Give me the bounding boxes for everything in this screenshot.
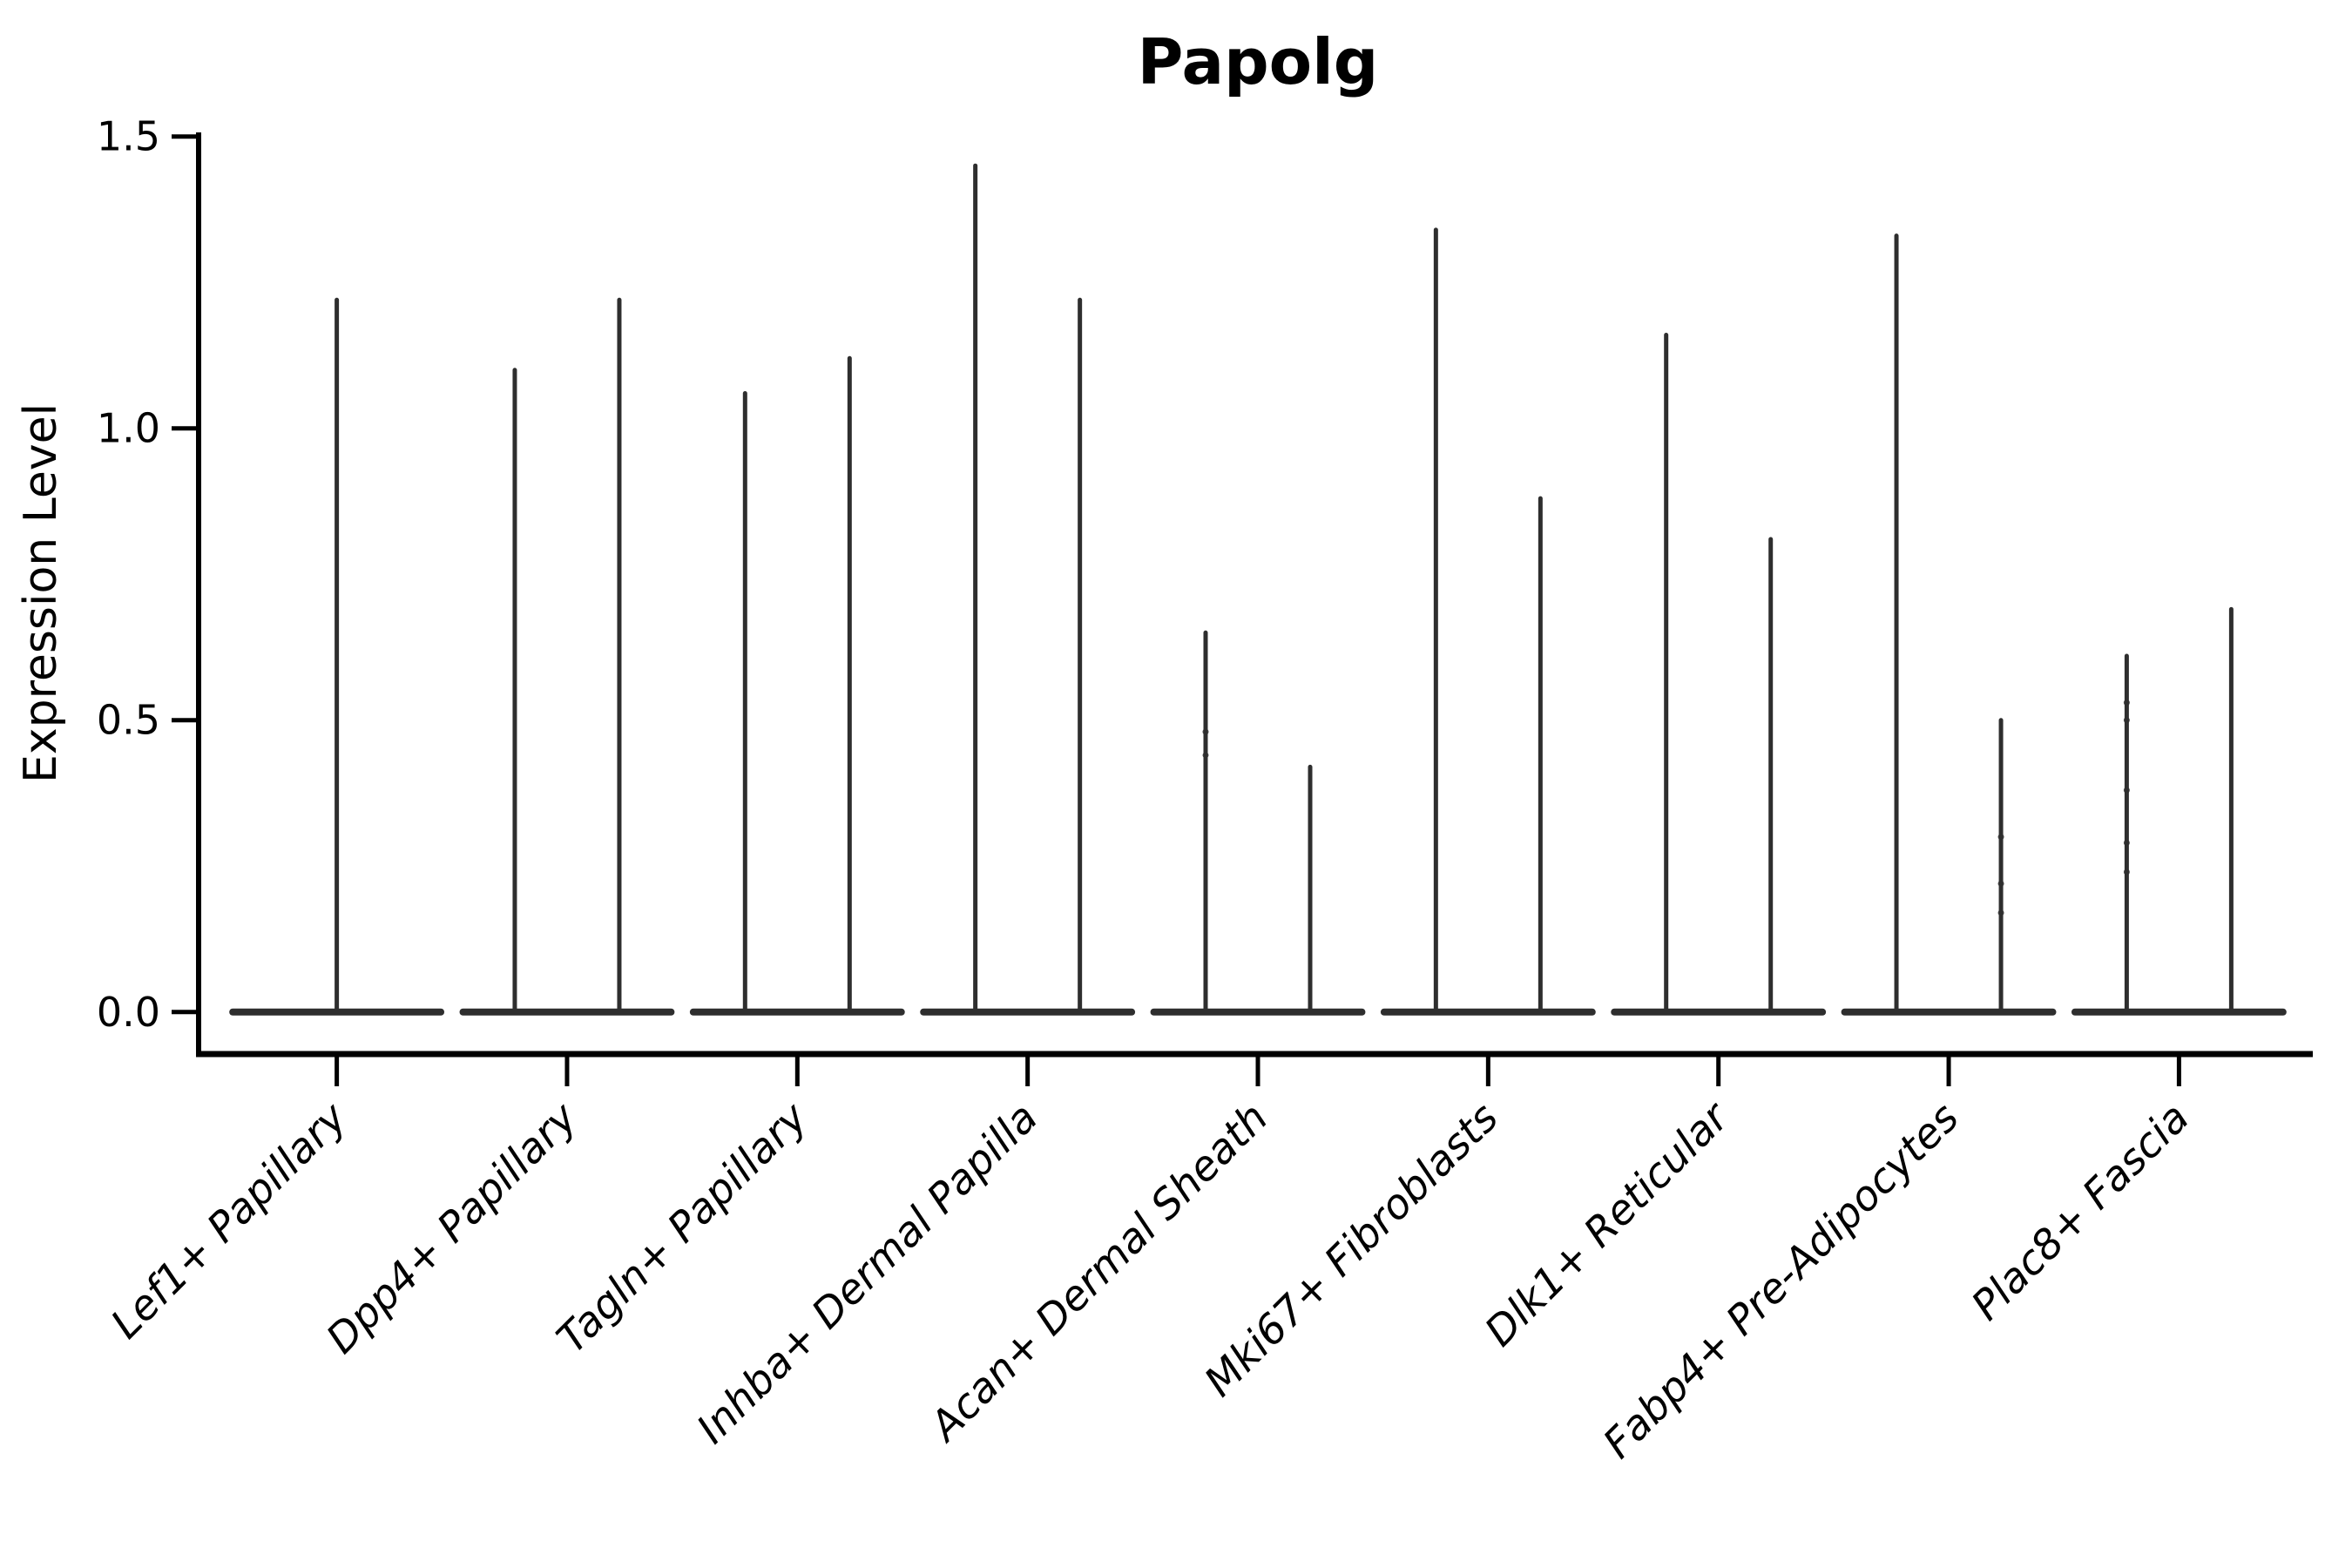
expression-dot (2123, 839, 2130, 846)
violin-group (689, 355, 905, 1016)
violin-base (1841, 1008, 2057, 1016)
y-tick-label: 1.0 (97, 405, 160, 452)
y-axis-title: Expression Level (15, 403, 67, 783)
expression-dot (1202, 752, 1209, 759)
expression-dot (2123, 787, 2130, 794)
y-tick-label: 1.5 (97, 113, 160, 160)
violin-base (1611, 1008, 1827, 1016)
violin-group (1380, 227, 1596, 1016)
expression-dot (1202, 728, 1209, 735)
x-tick-label: Dlk1+ Reticular (1476, 1092, 1740, 1356)
violin-group (229, 297, 445, 1016)
expression-dot (2123, 700, 2130, 706)
violin-base (1380, 1008, 1596, 1016)
violin-group (1611, 333, 1827, 1016)
violin-base (1150, 1008, 1366, 1016)
y-tick-label: 0.0 (97, 989, 160, 1036)
y-axis: 0.0 0.5 1.0 1.5 (97, 113, 199, 1036)
violin-base (920, 1008, 1136, 1016)
expression-dot (2123, 868, 2130, 875)
violin-group (1150, 630, 1366, 1016)
y-tick-label: 0.5 (97, 697, 160, 744)
violin-base (2071, 1008, 2287, 1016)
x-tick-label: Dpp4+ Papillary (317, 1093, 587, 1363)
violins (229, 163, 2287, 1016)
violin-base (459, 1008, 675, 1016)
x-tick-label: Lef1+ Papillary (102, 1093, 357, 1348)
violin-group (459, 297, 675, 1016)
violin-group (2071, 606, 2287, 1016)
expression-dot (1997, 834, 2004, 841)
x-tick-label: Tagln+ Papillary (548, 1093, 818, 1363)
expression-dot (2123, 717, 2130, 724)
expression-dot (1997, 880, 2004, 887)
chart-title: Papolg (1138, 25, 1379, 98)
violin-group (920, 163, 1136, 1016)
violin-group (1841, 233, 2057, 1016)
expression-dot (1997, 909, 2004, 916)
violin-base (689, 1008, 905, 1016)
x-tick-label: Plac8+ Fascia (1963, 1094, 2199, 1330)
